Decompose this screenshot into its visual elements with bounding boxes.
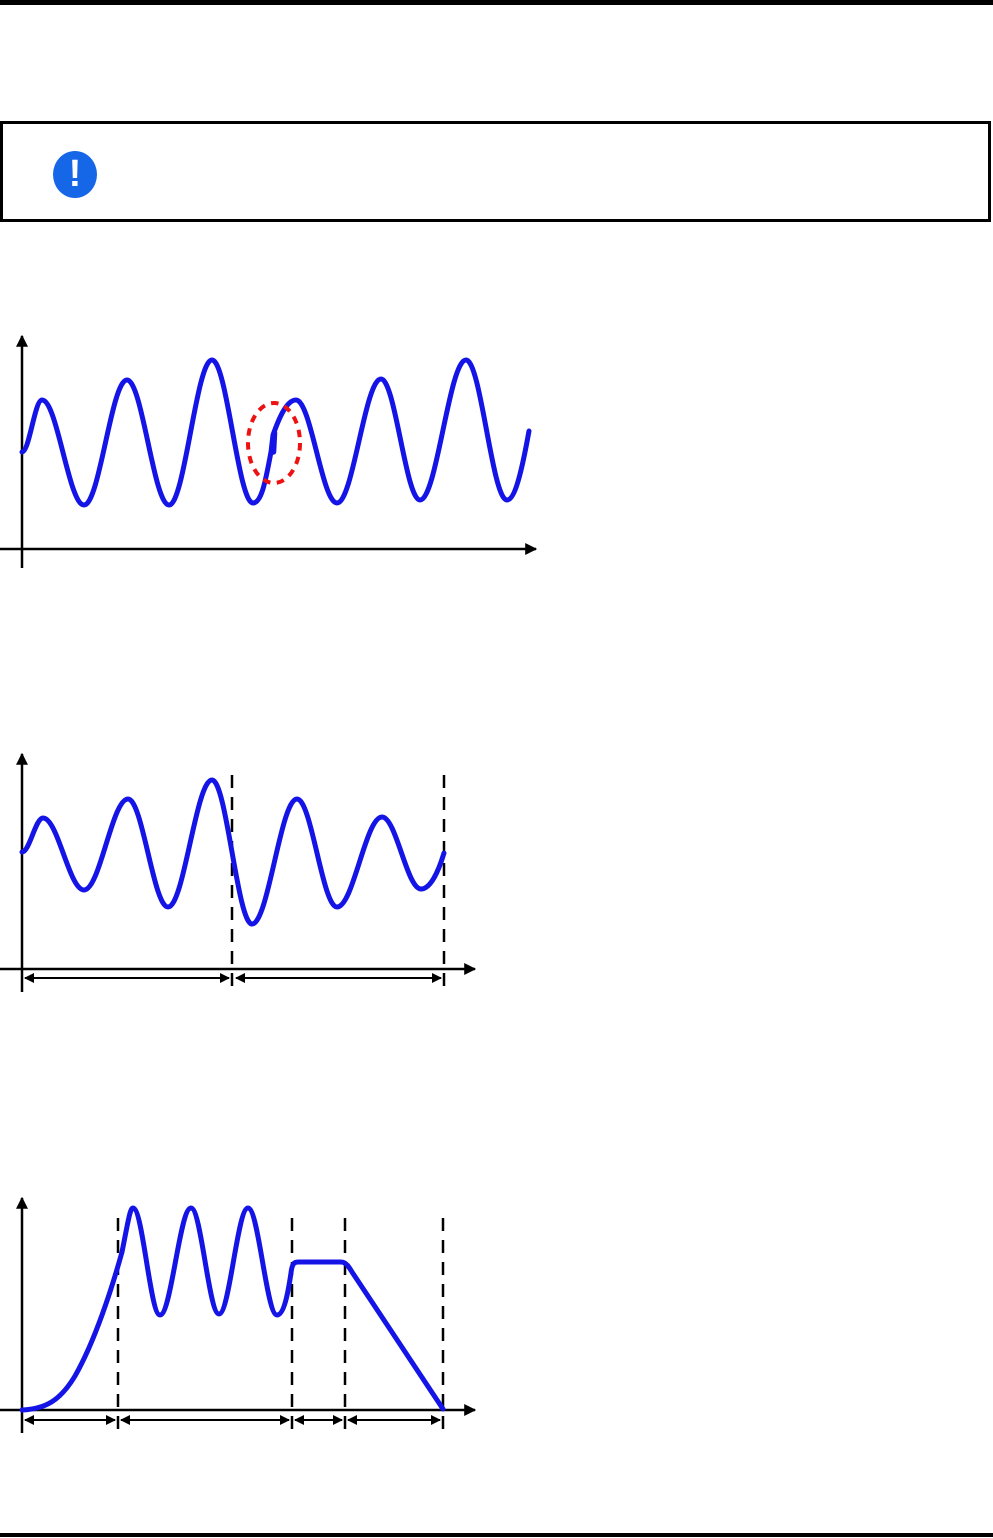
exclamation-glyph: !	[68, 152, 82, 195]
d3-waveform	[19, 1205, 446, 1413]
page-bottom-rule	[0, 1533, 993, 1537]
page-top-rule	[0, 0, 993, 5]
diagram-3-envelope-segments	[0, 1196, 477, 1433]
exclamation-icon: !	[53, 151, 97, 198]
diagram-2-sine-period-spans	[0, 752, 477, 992]
diagram-1-sine-phase-jump	[0, 334, 538, 568]
d2-waveform	[19, 777, 447, 927]
d1-red-highlight-circle	[246, 401, 302, 485]
notice-box: !	[0, 121, 991, 222]
d1-phase-jump-glitch	[270, 430, 278, 455]
